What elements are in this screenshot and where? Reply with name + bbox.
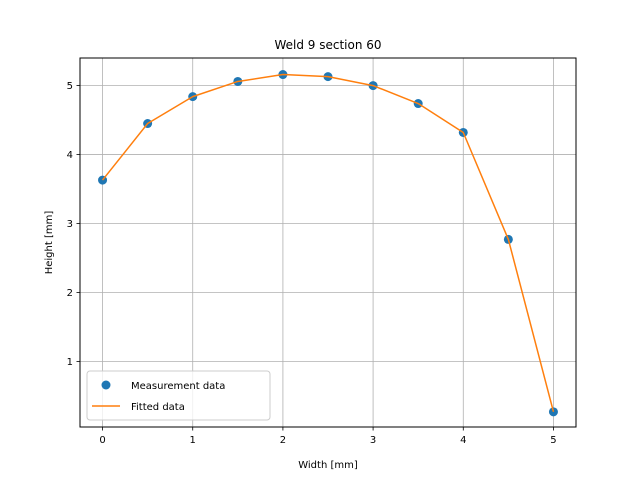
x-tick-label: 3 (370, 435, 376, 446)
legend-label-fitted: Fitted data (131, 402, 185, 413)
y-tick-label: 4 (67, 150, 73, 161)
grid (80, 58, 576, 427)
y-tick-label: 3 (67, 219, 73, 230)
legend-box (86, 370, 271, 421)
x-tick-label: 4 (460, 435, 466, 446)
x-tick-label: 2 (280, 435, 286, 446)
legend-marker-measurement (101, 380, 111, 390)
series-layer (98, 70, 558, 417)
chart-title: Weld 9 section 60 (274, 38, 381, 52)
legend-label-measurement: Measurement data (131, 381, 225, 392)
x-tick-label: 1 (190, 435, 196, 446)
x-axis-label: Width [mm] (298, 460, 358, 471)
ticks: 0 1 2 3 4 5 1 2 3 4 5 (67, 81, 557, 446)
y-tick-label: 2 (67, 288, 73, 299)
legend: Measurement data Fitted data (86, 370, 271, 421)
y-tick-label: 5 (67, 81, 73, 92)
fitted-line (101, 73, 555, 413)
y-axis-label: Height [mm] (44, 211, 55, 275)
x-tick-label: 0 (99, 435, 105, 446)
x-tick-label: 5 (550, 435, 556, 446)
y-tick-label: 1 (67, 357, 73, 368)
plot-frame (79, 57, 577, 428)
